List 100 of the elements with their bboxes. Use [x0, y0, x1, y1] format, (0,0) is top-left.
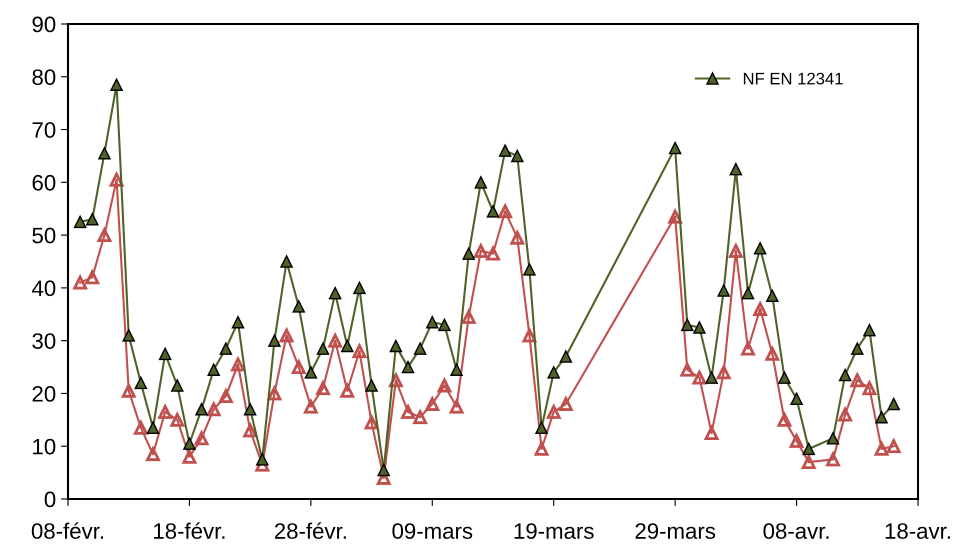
x-tick-label: 08-avr. [763, 523, 829, 539]
point [268, 334, 281, 347]
point [546, 404, 561, 419]
point [316, 342, 330, 355]
point [352, 344, 366, 358]
point [523, 263, 536, 276]
y-tick-label: 70 [32, 122, 56, 138]
point [766, 290, 779, 302]
point [887, 398, 900, 410]
point [171, 379, 184, 392]
point [498, 144, 512, 157]
y-tick-label: 80 [32, 69, 56, 86]
point [243, 423, 258, 438]
point [122, 329, 135, 342]
x-tick-label: 18-avr. [886, 523, 950, 539]
point [693, 321, 706, 334]
point [742, 286, 754, 300]
point [73, 276, 88, 290]
point [777, 412, 792, 427]
point [716, 365, 731, 380]
point [328, 286, 342, 300]
point [730, 162, 742, 176]
point [292, 300, 305, 313]
point [680, 362, 694, 377]
point [401, 404, 415, 419]
point [85, 270, 100, 284]
point [728, 244, 743, 258]
point [328, 334, 342, 348]
y-tick-label: 0 [44, 492, 56, 508]
point [705, 371, 718, 384]
point [790, 392, 803, 405]
point [364, 416, 379, 430]
point [474, 176, 488, 189]
point [365, 379, 378, 392]
point [560, 350, 572, 363]
point [146, 422, 160, 434]
y-tick-label: 10 [33, 438, 56, 454]
point [183, 437, 196, 450]
point [134, 376, 148, 390]
point [547, 366, 560, 379]
point [134, 420, 148, 435]
point [340, 384, 354, 398]
point [402, 360, 414, 374]
point [86, 213, 99, 226]
point [438, 318, 451, 332]
point [462, 247, 475, 260]
y-tick-label: 30 [32, 333, 56, 349]
x-tick-label: 28-févr. [274, 522, 346, 539]
x-tick-label: 19-mars [514, 523, 594, 539]
point [267, 386, 282, 400]
x-tick-label: 18-févr. [154, 522, 224, 539]
point [146, 447, 160, 462]
point [850, 373, 864, 388]
point [292, 360, 306, 374]
point [195, 403, 208, 416]
y-tick-label: 20 [32, 386, 56, 402]
point [280, 328, 294, 342]
point [753, 302, 768, 316]
point [704, 426, 719, 440]
point [425, 397, 440, 411]
point [668, 142, 682, 154]
point [826, 452, 840, 466]
point [414, 342, 426, 355]
y-tick-label: 60 [32, 174, 56, 191]
point [304, 400, 318, 414]
point [256, 453, 269, 466]
point [244, 403, 256, 416]
point [206, 402, 221, 416]
point [535, 422, 548, 434]
point [511, 150, 524, 162]
point [450, 400, 464, 414]
point [231, 357, 245, 372]
point [304, 366, 318, 379]
point [802, 442, 815, 456]
point [158, 404, 172, 419]
point [534, 442, 549, 456]
point [474, 244, 488, 258]
point [717, 284, 730, 297]
point [510, 230, 524, 245]
point [437, 378, 452, 392]
point [194, 431, 209, 446]
point [802, 455, 816, 469]
point [765, 346, 780, 361]
point [681, 318, 694, 332]
point [316, 381, 330, 396]
point [218, 389, 233, 404]
point [74, 216, 86, 228]
point [232, 316, 244, 328]
point [207, 363, 220, 376]
point [158, 348, 172, 360]
point [353, 282, 366, 294]
point [98, 147, 111, 160]
x-tick-label: 08-févr. [32, 522, 104, 539]
point [851, 342, 864, 355]
point [280, 255, 293, 268]
point [778, 371, 791, 384]
point [122, 384, 136, 398]
point [558, 397, 573, 411]
point [875, 410, 888, 424]
point [498, 204, 512, 218]
